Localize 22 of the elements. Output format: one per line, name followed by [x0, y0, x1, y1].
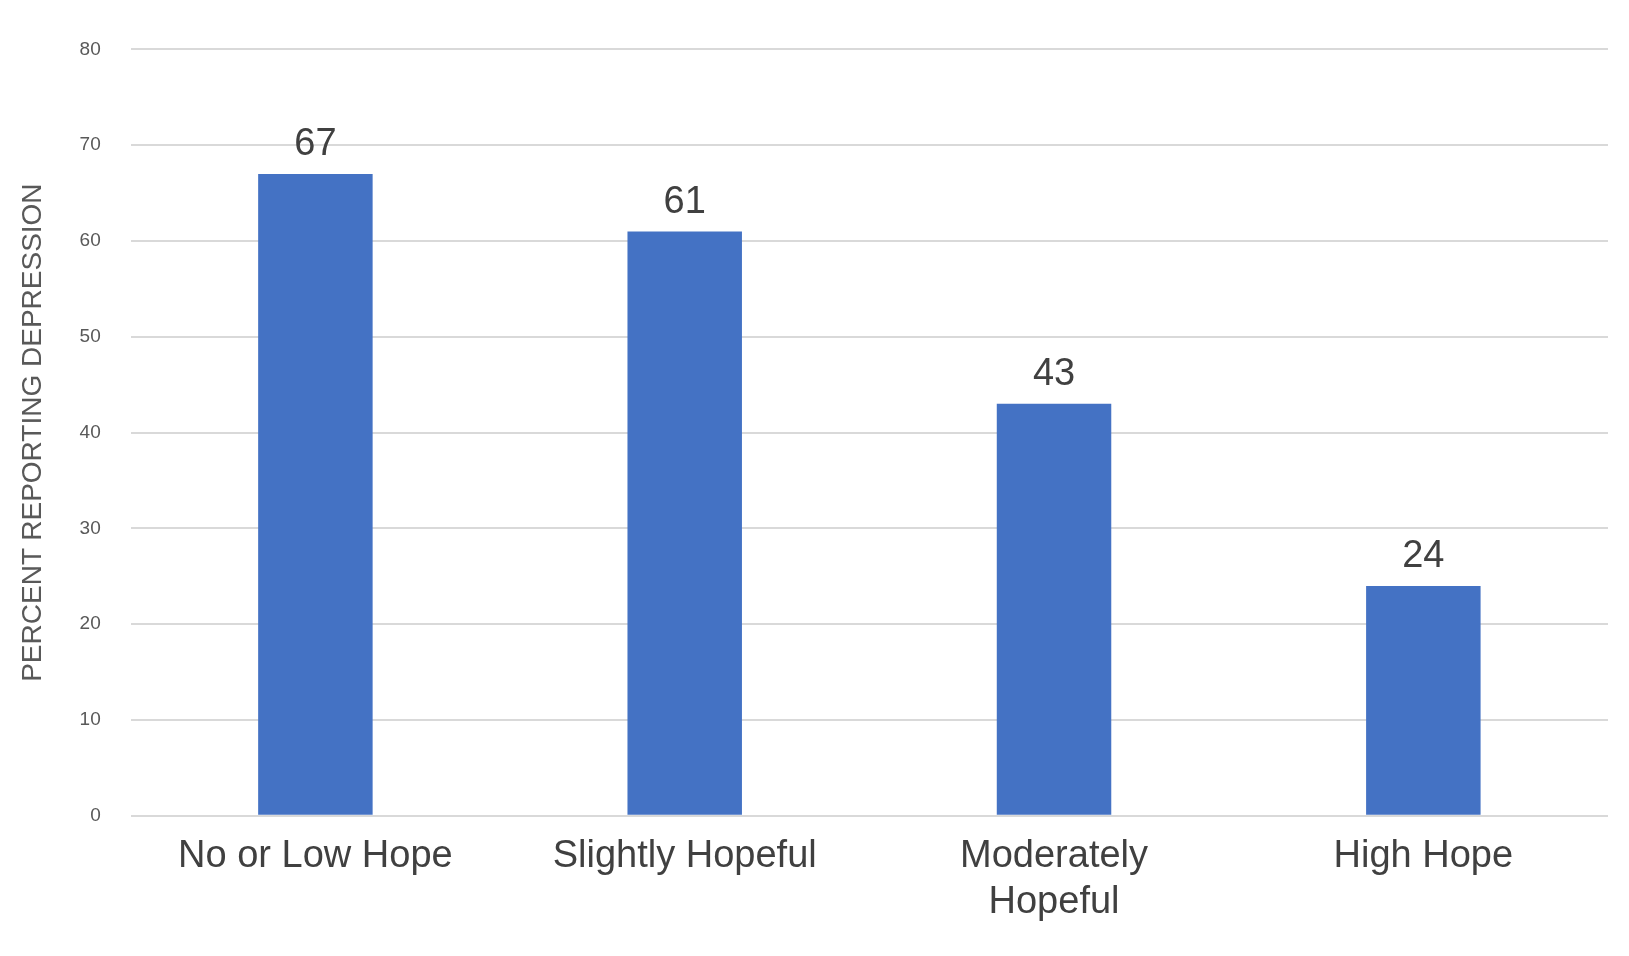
y-tick-label: 30	[79, 516, 101, 538]
bar	[627, 231, 742, 815]
data-label: 67	[294, 121, 337, 164]
data-label: 24	[1402, 533, 1445, 576]
x-tick-label: High Hope	[1333, 833, 1514, 876]
y-tick-label: 70	[79, 133, 101, 155]
y-tick-label: 20	[79, 612, 101, 634]
data-label: 43	[1032, 351, 1076, 394]
y-tick-label: 60	[79, 229, 101, 251]
y-tick-label: 50	[79, 325, 101, 347]
x-tick-label: Slightly Hopeful	[552, 833, 817, 876]
y-axis-title: PERCENT REPORTING DEPRESSION	[15, 183, 47, 682]
x-tick-label: Moderately Hopeful	[960, 833, 1149, 921]
y-tick-label: 80	[79, 37, 101, 59]
y-tick-label: 10	[79, 708, 101, 730]
y-tick-label: 40	[79, 420, 101, 442]
bar	[996, 403, 1112, 815]
data-label: 61	[663, 178, 706, 221]
y-tick-label: 0	[90, 804, 101, 826]
bar	[258, 173, 373, 815]
bar	[1366, 585, 1481, 815]
x-tick-label: No or Low Hope	[178, 833, 453, 876]
